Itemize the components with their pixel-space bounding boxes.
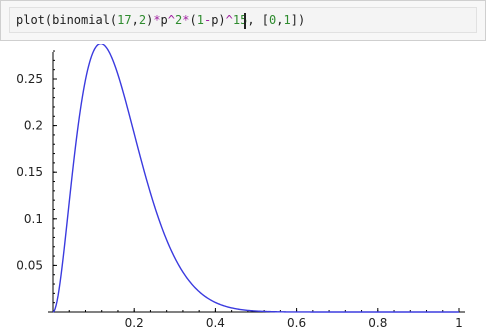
- y-tick-label: 0.25: [16, 72, 43, 86]
- code-token: [: [261, 13, 270, 27]
- x-tick-label: 0.6: [287, 316, 306, 327]
- code-token: ): [146, 13, 154, 27]
- plot-svg: 0.05 0.1 0.15 0.2 0.25 0.2 0.4 0.6 0.8 1: [16, 44, 465, 327]
- code-token: *: [182, 13, 190, 27]
- y-tick-label: 0.05: [16, 258, 43, 272]
- code-token: (: [189, 13, 197, 27]
- x-tick-label: 0.2: [125, 316, 144, 327]
- code-token: ,: [247, 13, 262, 27]
- code-editor[interactable]: plot(binomial(17,2)*p^2*(1-p)^15, [0,1]): [9, 7, 477, 33]
- x-tick-label: 0.4: [206, 316, 225, 327]
- code-token: plot(binomial(: [16, 13, 118, 27]
- code-token: ^: [225, 13, 233, 27]
- code-token: 2: [138, 13, 147, 27]
- code-token: 17: [117, 13, 132, 27]
- x-tick-label: 0.8: [368, 316, 387, 327]
- code-token: ^: [167, 13, 176, 27]
- code-token: ,: [131, 13, 139, 27]
- code-token: ,: [276, 13, 284, 27]
- code-token: 0: [269, 13, 277, 27]
- code-token: 1: [283, 13, 291, 27]
- function-curve: [52, 44, 459, 313]
- code-token: ]): [290, 13, 306, 27]
- code-cell[interactable]: plot(binomial(17,2)*p^2*(1-p)^15, [0,1]): [0, 0, 486, 41]
- code-token: *: [153, 13, 161, 27]
- code-token: ): [218, 13, 226, 27]
- code-token: p: [160, 13, 168, 27]
- code-token: 1: [196, 13, 204, 27]
- code-token: p: [211, 13, 219, 27]
- code-token: 2: [175, 13, 183, 27]
- y-tick-label: 0.2: [24, 119, 43, 133]
- x-tick-label: 1: [455, 316, 463, 327]
- text-cursor: [244, 13, 246, 29]
- y-tick-label: 0.1: [24, 212, 43, 226]
- plot-output: 0.05 0.1 0.15 0.2 0.25 0.2 0.4 0.6 0.8 1: [0, 44, 486, 327]
- code-token: -: [203, 13, 212, 27]
- code-line[interactable]: plot(binomial(17,2)*p^2*(1-p)^15, [0,1]): [16, 12, 305, 28]
- code-token: 15: [232, 13, 248, 27]
- y-tick-label: 0.15: [16, 165, 43, 179]
